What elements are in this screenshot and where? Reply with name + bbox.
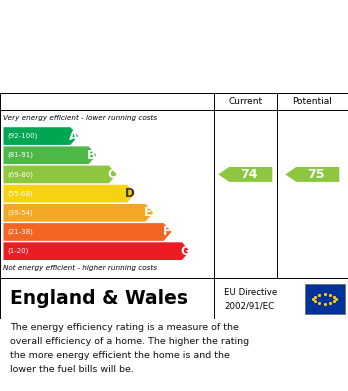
Polygon shape — [3, 242, 190, 260]
Text: (1-20): (1-20) — [8, 248, 29, 255]
Polygon shape — [3, 127, 78, 145]
Text: D: D — [125, 187, 135, 200]
Text: (39-54): (39-54) — [8, 210, 33, 216]
Text: The energy efficiency rating is a measure of the
overall efficiency of a home. T: The energy efficiency rating is a measur… — [10, 323, 250, 374]
Text: England & Wales: England & Wales — [10, 289, 188, 308]
Polygon shape — [3, 204, 153, 222]
Text: (81-91): (81-91) — [8, 152, 34, 158]
Text: (92-100): (92-100) — [8, 133, 38, 139]
Text: F: F — [163, 226, 171, 239]
Text: (69-80): (69-80) — [8, 171, 34, 178]
Text: (55-68): (55-68) — [8, 190, 33, 197]
Polygon shape — [3, 223, 172, 241]
Polygon shape — [285, 167, 339, 182]
Text: EU Directive: EU Directive — [224, 288, 278, 297]
Text: 75: 75 — [307, 168, 324, 181]
Text: Not energy efficient - higher running costs: Not energy efficient - higher running co… — [3, 265, 158, 271]
Text: C: C — [108, 168, 116, 181]
Text: A: A — [69, 129, 78, 143]
Polygon shape — [219, 167, 272, 182]
Text: 2002/91/EC: 2002/91/EC — [224, 302, 275, 311]
Polygon shape — [3, 146, 96, 164]
Polygon shape — [3, 185, 135, 203]
Text: Potential: Potential — [292, 97, 332, 106]
Text: Energy Efficiency Rating: Energy Efficiency Rating — [10, 69, 232, 84]
Text: B: B — [87, 149, 96, 162]
Text: Very energy efficient - lower running costs: Very energy efficient - lower running co… — [3, 115, 158, 121]
Text: Current: Current — [228, 97, 262, 106]
Text: G: G — [180, 245, 190, 258]
Bar — [304, 284, 345, 314]
Text: 74: 74 — [240, 168, 257, 181]
Text: (21-38): (21-38) — [8, 229, 33, 235]
Text: E: E — [144, 206, 152, 219]
Polygon shape — [3, 165, 117, 183]
